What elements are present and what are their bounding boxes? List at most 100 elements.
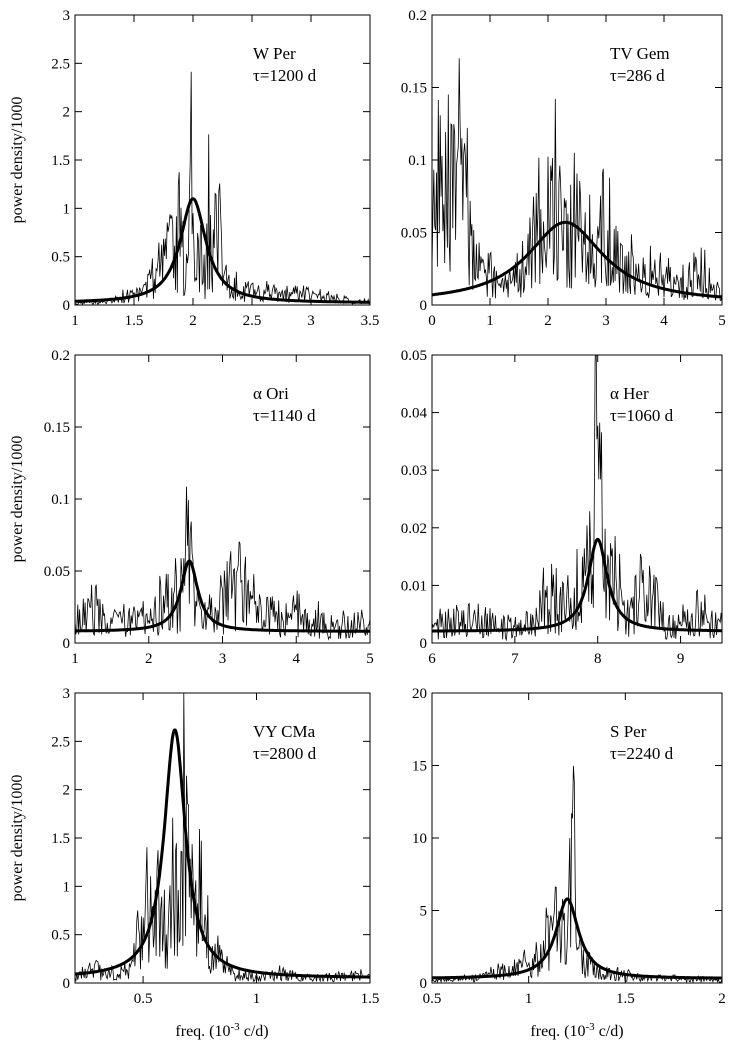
y-tick-label: 0.2 bbox=[408, 8, 427, 24]
y-tick-label: 2 bbox=[63, 105, 71, 121]
y-tick-label: 0.05 bbox=[401, 348, 427, 364]
tau-label-vy-cma: τ=2800 d bbox=[253, 744, 317, 763]
x-tick-label: 5 bbox=[718, 313, 726, 329]
x-tick-label: 2 bbox=[544, 313, 552, 329]
panel-vy-cma: 0.5 1 1.5 0 0.5 1 1.5 2 2.5 3 VY CMa τ=2800 d bbox=[51, 686, 379, 1007]
y-tick-label: 0.5 bbox=[51, 250, 70, 266]
x-axis-label: freq. (10-3 c/d) bbox=[530, 1021, 623, 1040]
x-tick-label: 4 bbox=[293, 651, 301, 667]
x-tick-label: 1.5 bbox=[616, 991, 635, 1007]
y-tick-label: 20 bbox=[412, 686, 427, 702]
x-tick-label: 5 bbox=[366, 651, 374, 667]
plot-frame bbox=[74, 14, 371, 306]
tau-label-s-per: τ=2240 d bbox=[610, 744, 674, 763]
y-tick-label: 0.15 bbox=[44, 420, 70, 436]
plot-frame bbox=[74, 692, 371, 984]
panel-w-per: 1 1.5 2 2.5 3 3.5 0 0.5 1 1.5 2 2.5 3 W Per τ=1200 d bbox=[51, 8, 379, 329]
y-tick-label: 0.04 bbox=[401, 406, 428, 422]
y-axis-label: power density/1000 bbox=[9, 436, 26, 563]
y-tick-label: 3 bbox=[63, 8, 71, 24]
x-tick-label: 2 bbox=[145, 651, 153, 667]
x-tick-label: 3 bbox=[307, 313, 315, 329]
x-axis-label: freq. (10-3 c/d) bbox=[175, 1021, 268, 1040]
y-tick-label: 5 bbox=[420, 904, 428, 920]
tau-label-alpha-her: τ=1060 d bbox=[610, 406, 674, 425]
y-tick-label: 1.5 bbox=[51, 153, 70, 169]
y-tick-label: 15 bbox=[412, 759, 427, 775]
y-tick-label: 1 bbox=[63, 201, 71, 217]
x-tick-label: 3 bbox=[602, 313, 610, 329]
y-tick-label: 2.5 bbox=[51, 56, 70, 72]
x-tick-label: 9 bbox=[677, 651, 685, 667]
star-label-w-per: W Per bbox=[253, 44, 296, 63]
spectrum-line-alpha-ori bbox=[75, 486, 370, 641]
spectrum-line-w-per bbox=[75, 71, 370, 305]
x-tick-label: 2.5 bbox=[243, 313, 262, 329]
y-axis-label: power density/1000 bbox=[9, 775, 26, 902]
x-tick-label: 6 bbox=[428, 651, 436, 667]
y-tick-label: 0.01 bbox=[401, 578, 427, 594]
y-tick-label: 0 bbox=[420, 636, 428, 652]
y-tick-label: 0.1 bbox=[51, 492, 70, 508]
y-tick-label: 0.03 bbox=[401, 463, 427, 479]
tau-label-tv-gem: τ=286 d bbox=[610, 66, 665, 85]
y-tick-label: 0.05 bbox=[44, 564, 70, 580]
lorentzian-fit-alpha-ori bbox=[75, 559, 370, 633]
y-tick-label: 1.5 bbox=[51, 831, 70, 847]
y-tick-label: 0.02 bbox=[401, 521, 427, 537]
x-tick-label: 1 bbox=[525, 991, 533, 1007]
x-tick-label: 1 bbox=[253, 991, 261, 1007]
x-tick-label: 2 bbox=[189, 313, 197, 329]
x-tick-label: 0.5 bbox=[134, 991, 153, 1007]
lorentzian-fit-tv-gem bbox=[432, 220, 722, 299]
panel-alpha-her: 6 7 8 9 0 0.01 0.02 0.03 0.04 0.05 α Her τ=1060 d bbox=[401, 348, 723, 667]
tau-label-alpha-ori: τ=1140 d bbox=[253, 406, 316, 425]
y-tick-label: 0.05 bbox=[401, 226, 427, 242]
y-tick-label: 0.2 bbox=[51, 348, 70, 364]
y-tick-label: 0 bbox=[63, 298, 71, 314]
y-tick-label: 1 bbox=[63, 879, 71, 895]
x-tick-label: 3.5 bbox=[361, 313, 380, 329]
y-tick-label: 2 bbox=[63, 783, 71, 799]
panel-alpha-ori: 1 2 3 4 5 0 0.05 0.1 0.15 0.2 α Ori τ=1140 d bbox=[44, 348, 374, 667]
lorentzian-fit-s-per bbox=[432, 897, 722, 980]
x-tick-label: 1.5 bbox=[361, 991, 380, 1007]
y-tick-label: 0 bbox=[63, 976, 71, 992]
x-tick-label: 8 bbox=[594, 651, 602, 667]
tau-label-w-per: τ=1200 d bbox=[253, 66, 317, 85]
x-tick-label: 7 bbox=[511, 651, 519, 667]
lorentzian-fit-vy-cma bbox=[75, 728, 370, 979]
spectrum-line-vy-cma bbox=[75, 693, 370, 983]
x-tick-label: 1 bbox=[71, 651, 79, 667]
lorentzian-fit-alpha-her bbox=[432, 537, 722, 633]
y-tick-label: 0 bbox=[63, 636, 71, 652]
y-tick-label: 0.15 bbox=[401, 81, 427, 97]
star-label-tv-gem: TV Gem bbox=[610, 44, 670, 63]
plot-frame bbox=[431, 14, 723, 306]
spectrum-line-tv-gem bbox=[432, 58, 722, 302]
x-tick-label: 1.5 bbox=[125, 313, 144, 329]
plot-frame bbox=[431, 692, 723, 984]
panel-tv-gem: 0 1 2 3 4 5 0 0.05 0.1 0.15 0.2 TV Gem τ=286 d bbox=[401, 8, 726, 329]
x-tick-label: 0.5 bbox=[423, 991, 442, 1007]
y-tick-label: 0.1 bbox=[408, 153, 427, 169]
x-tick-label: 1 bbox=[71, 313, 79, 329]
y-tick-label: 0 bbox=[420, 976, 428, 992]
x-tick-label: 4 bbox=[660, 313, 668, 329]
x-tick-label: 0 bbox=[428, 313, 436, 329]
star-label-s-per: S Per bbox=[610, 722, 647, 741]
star-label-alpha-her: α Her bbox=[610, 384, 649, 403]
x-tick-label: 3 bbox=[219, 651, 227, 667]
lorentzian-fit-w-per bbox=[75, 197, 370, 304]
spectrum-line-alpha-her bbox=[432, 355, 722, 642]
plot-frame bbox=[431, 354, 723, 644]
spectrum-line-s-per bbox=[432, 765, 722, 983]
y-axis-label: power density/1000 bbox=[9, 97, 26, 224]
y-tick-label: 10 bbox=[412, 831, 427, 847]
y-tick-label: 3 bbox=[63, 686, 71, 702]
star-label-alpha-ori: α Ori bbox=[253, 384, 289, 403]
y-tick-label: 0.5 bbox=[51, 928, 70, 944]
x-tick-label: 1 bbox=[486, 313, 494, 329]
x-tick-label: 2 bbox=[718, 991, 726, 1007]
